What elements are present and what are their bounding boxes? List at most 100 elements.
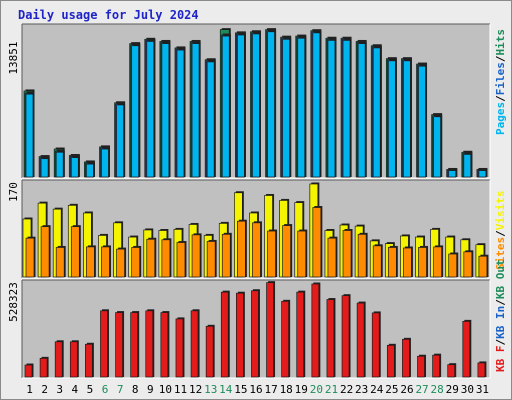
legend-pages: Pages bbox=[494, 102, 507, 135]
bar-pages-day-22 bbox=[342, 40, 351, 178]
bar-sites-day-7 bbox=[116, 248, 125, 278]
x-tick-day-16: 16 bbox=[249, 383, 262, 396]
legend-kb-in: KB In bbox=[494, 306, 507, 339]
bar-kbf-day-23 bbox=[356, 302, 365, 378]
bar-sites-day-15 bbox=[237, 220, 246, 278]
bar-pages-day-17 bbox=[267, 31, 275, 178]
bar-kbf-day-21 bbox=[326, 299, 335, 378]
x-tick-day-28: 28 bbox=[431, 383, 444, 396]
bar-kbf-day-2 bbox=[39, 357, 48, 378]
x-tick-day-18: 18 bbox=[280, 383, 293, 396]
bar-sites-day-11 bbox=[176, 242, 186, 278]
bar-kbf-day-19 bbox=[296, 291, 305, 378]
bar-kbf-day-16 bbox=[251, 290, 259, 378]
bar-pages-day-25 bbox=[387, 60, 396, 178]
x-tick-day-12: 12 bbox=[189, 383, 202, 396]
x-tick-day-25: 25 bbox=[385, 383, 398, 396]
x-tick-day-27: 27 bbox=[415, 383, 428, 396]
bar-kbf-day-1 bbox=[24, 364, 33, 378]
x-tick-day-2: 2 bbox=[41, 383, 48, 396]
bar-pages-day-30 bbox=[463, 154, 472, 178]
x-tick-day-1: 1 bbox=[26, 383, 33, 396]
bar-sites-day-20 bbox=[312, 207, 322, 278]
x-tick-day-24: 24 bbox=[370, 383, 384, 396]
legend-sites: Sites bbox=[494, 237, 507, 270]
bar-pages-day-23 bbox=[357, 43, 366, 178]
bar-kbf-day-22 bbox=[341, 295, 350, 378]
bar-sites-day-9 bbox=[146, 238, 156, 278]
x-tick-day-29: 29 bbox=[446, 383, 459, 396]
bar-pages-day-15 bbox=[237, 34, 245, 178]
bar-pages-day-3 bbox=[55, 151, 64, 178]
bar-sites-day-16 bbox=[252, 222, 261, 278]
bar-kbf-day-14 bbox=[220, 291, 229, 378]
bar-sites-day-13 bbox=[206, 241, 216, 278]
legend-kb: KB F/KB In/KB Out bbox=[494, 259, 507, 372]
bar-sites-day-31 bbox=[478, 255, 488, 278]
bar-sites-day-22 bbox=[342, 230, 352, 278]
x-tick-day-14: 14 bbox=[219, 383, 233, 396]
legend-visits: Visits bbox=[494, 191, 507, 231]
bar-pages-day-2 bbox=[40, 158, 49, 178]
bar-kbf-day-7 bbox=[115, 312, 123, 378]
x-tick-day-4: 4 bbox=[72, 383, 79, 396]
x-tick-day-11: 11 bbox=[174, 383, 187, 396]
bar-sites-day-27 bbox=[418, 247, 427, 278]
bar-sites-day-2 bbox=[40, 226, 50, 278]
legend-kb-f: KB F bbox=[494, 346, 507, 373]
x-tick-day-30: 30 bbox=[461, 383, 474, 396]
bar-kbf-day-26 bbox=[402, 338, 410, 378]
bar-sites-day-23 bbox=[357, 233, 367, 278]
bar-sites-day-3 bbox=[55, 247, 65, 278]
bar-kbf-day-8 bbox=[130, 312, 139, 378]
bar-pages-day-11 bbox=[176, 49, 185, 178]
x-tick-day-7: 7 bbox=[117, 383, 124, 396]
y-max-label-sites-visits: 170 bbox=[7, 182, 20, 202]
bar-pages-day-5 bbox=[86, 163, 94, 178]
bar-sites-day-1 bbox=[25, 237, 35, 278]
bar-kbf-day-25 bbox=[386, 344, 395, 378]
bar-pages-day-31 bbox=[478, 170, 487, 178]
bar-pages-day-26 bbox=[403, 60, 411, 178]
bar-sites-day-25 bbox=[387, 247, 397, 278]
bar-sites-day-6 bbox=[101, 246, 110, 278]
legend-files: Files bbox=[494, 62, 507, 95]
bar-sites-day-28 bbox=[433, 246, 442, 278]
bar-sites-day-17 bbox=[267, 230, 276, 278]
bar-pages-day-9 bbox=[146, 41, 155, 178]
legend-sites-visits: Sites/Visits bbox=[494, 191, 507, 271]
x-tick-day-31: 31 bbox=[476, 383, 489, 396]
bar-sites-day-30 bbox=[463, 251, 473, 278]
bar-kbf-day-5 bbox=[85, 343, 93, 378]
bar-kbf-day-10 bbox=[160, 312, 169, 378]
bar-pages-day-4 bbox=[70, 157, 79, 178]
x-tick-day-8: 8 bbox=[132, 383, 139, 396]
x-tick-day-17: 17 bbox=[264, 383, 277, 396]
bar-sites-day-18 bbox=[282, 225, 291, 278]
bar-kbf-day-11 bbox=[175, 318, 184, 378]
bar-pages-day-18 bbox=[282, 38, 290, 178]
bar-sites-day-12 bbox=[191, 234, 201, 278]
chart-title: Daily usage for July 2024 bbox=[18, 8, 199, 22]
y-max-label-pages-files-hits: 13851 bbox=[7, 41, 20, 74]
bar-sites-day-29 bbox=[448, 253, 458, 278]
x-tick-day-19: 19 bbox=[295, 383, 308, 396]
x-tick-day-9: 9 bbox=[147, 383, 154, 396]
bar-kbf-day-24 bbox=[371, 312, 380, 378]
bar-sites-day-19 bbox=[297, 230, 307, 278]
y-max-label-kb: 528323 bbox=[7, 282, 20, 322]
bar-sites-day-5 bbox=[86, 246, 95, 278]
x-tick-day-3: 3 bbox=[56, 383, 63, 396]
bar-kbf-day-30 bbox=[462, 321, 471, 378]
bar-kbf-day-31 bbox=[477, 362, 486, 378]
bar-pages-day-1 bbox=[25, 93, 34, 178]
bar-kbf-day-18 bbox=[281, 300, 289, 378]
bar-sites-day-8 bbox=[131, 247, 141, 278]
x-tick-day-23: 23 bbox=[355, 383, 368, 396]
x-tick-day-20: 20 bbox=[310, 383, 323, 396]
bar-pages-day-13 bbox=[206, 61, 215, 178]
legend-hits: Hits bbox=[494, 29, 507, 56]
bar-kbf-day-9 bbox=[145, 310, 154, 378]
bar-kbf-day-3 bbox=[54, 341, 63, 378]
bar-pages-day-7 bbox=[116, 104, 124, 178]
